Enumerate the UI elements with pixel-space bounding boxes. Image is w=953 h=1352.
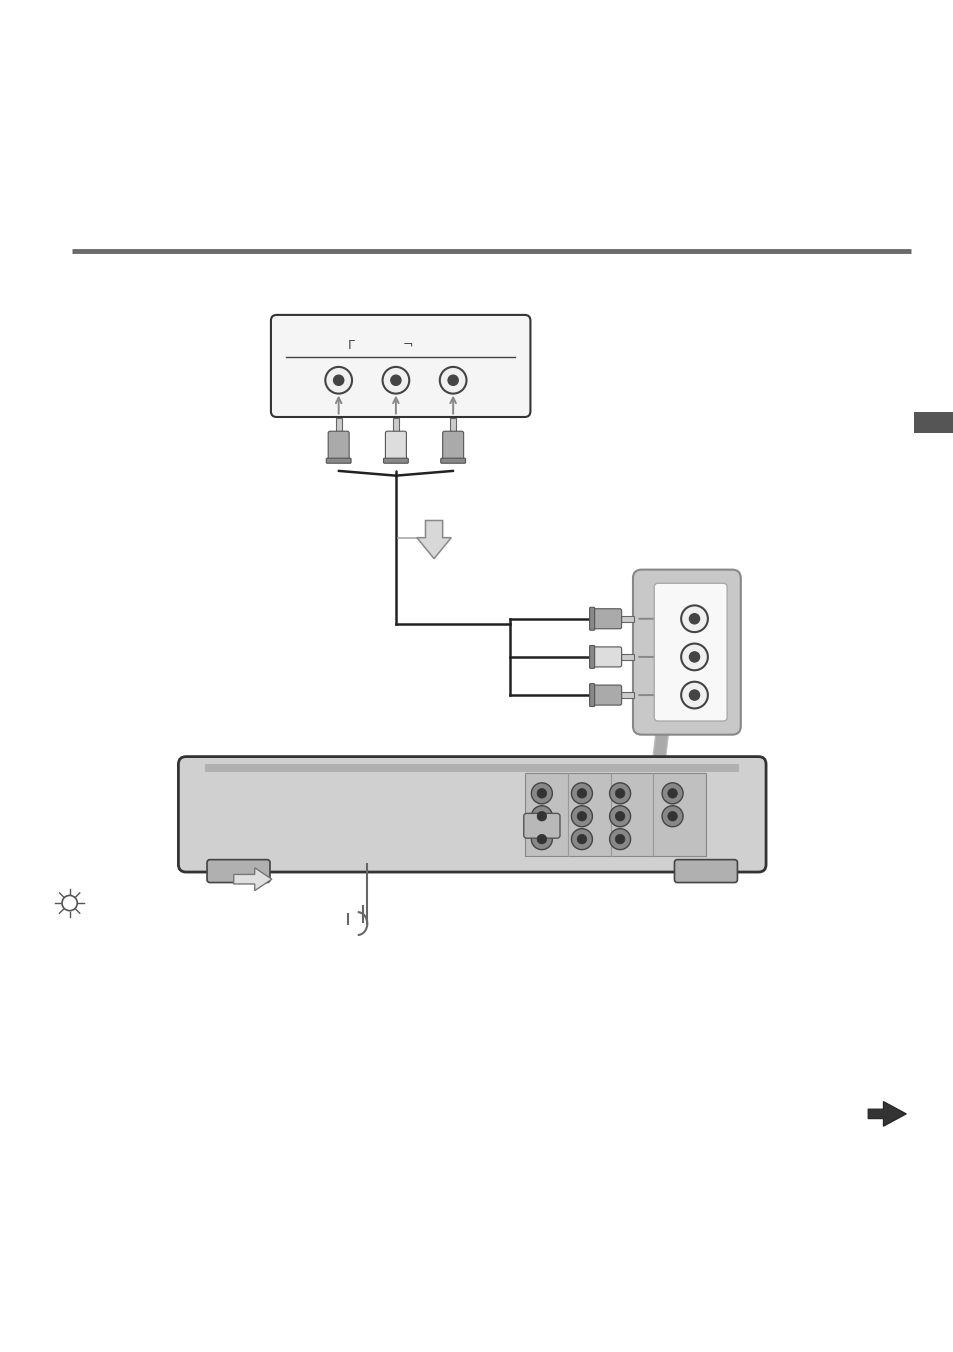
- FancyBboxPatch shape: [207, 860, 270, 883]
- Circle shape: [661, 806, 682, 826]
- Circle shape: [537, 788, 546, 798]
- Circle shape: [609, 806, 630, 826]
- Circle shape: [382, 366, 409, 393]
- Bar: [619, 654, 634, 660]
- Circle shape: [689, 614, 699, 623]
- Circle shape: [571, 806, 592, 826]
- Bar: [619, 617, 634, 622]
- FancyBboxPatch shape: [589, 645, 594, 668]
- Circle shape: [680, 644, 707, 671]
- FancyBboxPatch shape: [590, 608, 621, 629]
- Polygon shape: [233, 868, 272, 891]
- Circle shape: [531, 806, 552, 826]
- Bar: [913, 412, 953, 433]
- Polygon shape: [416, 521, 451, 558]
- FancyBboxPatch shape: [271, 315, 530, 416]
- Circle shape: [667, 811, 677, 821]
- Circle shape: [689, 690, 699, 700]
- Circle shape: [334, 376, 343, 385]
- Circle shape: [537, 834, 546, 844]
- FancyBboxPatch shape: [654, 583, 726, 721]
- Circle shape: [531, 829, 552, 849]
- Circle shape: [615, 788, 624, 798]
- Circle shape: [615, 811, 624, 821]
- Circle shape: [325, 366, 352, 393]
- FancyBboxPatch shape: [523, 814, 559, 838]
- FancyBboxPatch shape: [383, 458, 408, 464]
- FancyBboxPatch shape: [326, 458, 351, 464]
- Bar: [524, 773, 705, 856]
- Bar: [450, 418, 456, 433]
- FancyBboxPatch shape: [440, 458, 465, 464]
- Circle shape: [571, 783, 592, 804]
- FancyBboxPatch shape: [178, 757, 765, 872]
- FancyBboxPatch shape: [442, 431, 463, 462]
- Circle shape: [577, 788, 586, 798]
- Circle shape: [531, 783, 552, 804]
- Circle shape: [667, 788, 677, 798]
- Circle shape: [615, 834, 624, 844]
- Circle shape: [689, 652, 699, 662]
- Circle shape: [661, 783, 682, 804]
- Circle shape: [448, 376, 457, 385]
- Bar: [393, 418, 398, 433]
- Circle shape: [680, 606, 707, 633]
- Circle shape: [391, 376, 400, 385]
- Bar: [619, 692, 634, 698]
- FancyBboxPatch shape: [589, 684, 594, 707]
- Circle shape: [62, 895, 77, 911]
- Text: Γ: Γ: [347, 339, 355, 352]
- FancyBboxPatch shape: [633, 569, 740, 734]
- FancyBboxPatch shape: [385, 431, 406, 462]
- FancyBboxPatch shape: [589, 607, 594, 630]
- Text: ¬: ¬: [402, 339, 414, 352]
- FancyBboxPatch shape: [590, 646, 621, 667]
- FancyBboxPatch shape: [328, 431, 349, 462]
- FancyBboxPatch shape: [590, 685, 621, 706]
- FancyBboxPatch shape: [674, 860, 737, 883]
- Circle shape: [537, 811, 546, 821]
- Polygon shape: [867, 1102, 905, 1126]
- Circle shape: [577, 811, 586, 821]
- Bar: [335, 418, 341, 433]
- Circle shape: [571, 829, 592, 849]
- Circle shape: [439, 366, 466, 393]
- Circle shape: [680, 681, 707, 708]
- Circle shape: [577, 834, 586, 844]
- Circle shape: [609, 783, 630, 804]
- Bar: [205, 764, 739, 772]
- Circle shape: [609, 829, 630, 849]
